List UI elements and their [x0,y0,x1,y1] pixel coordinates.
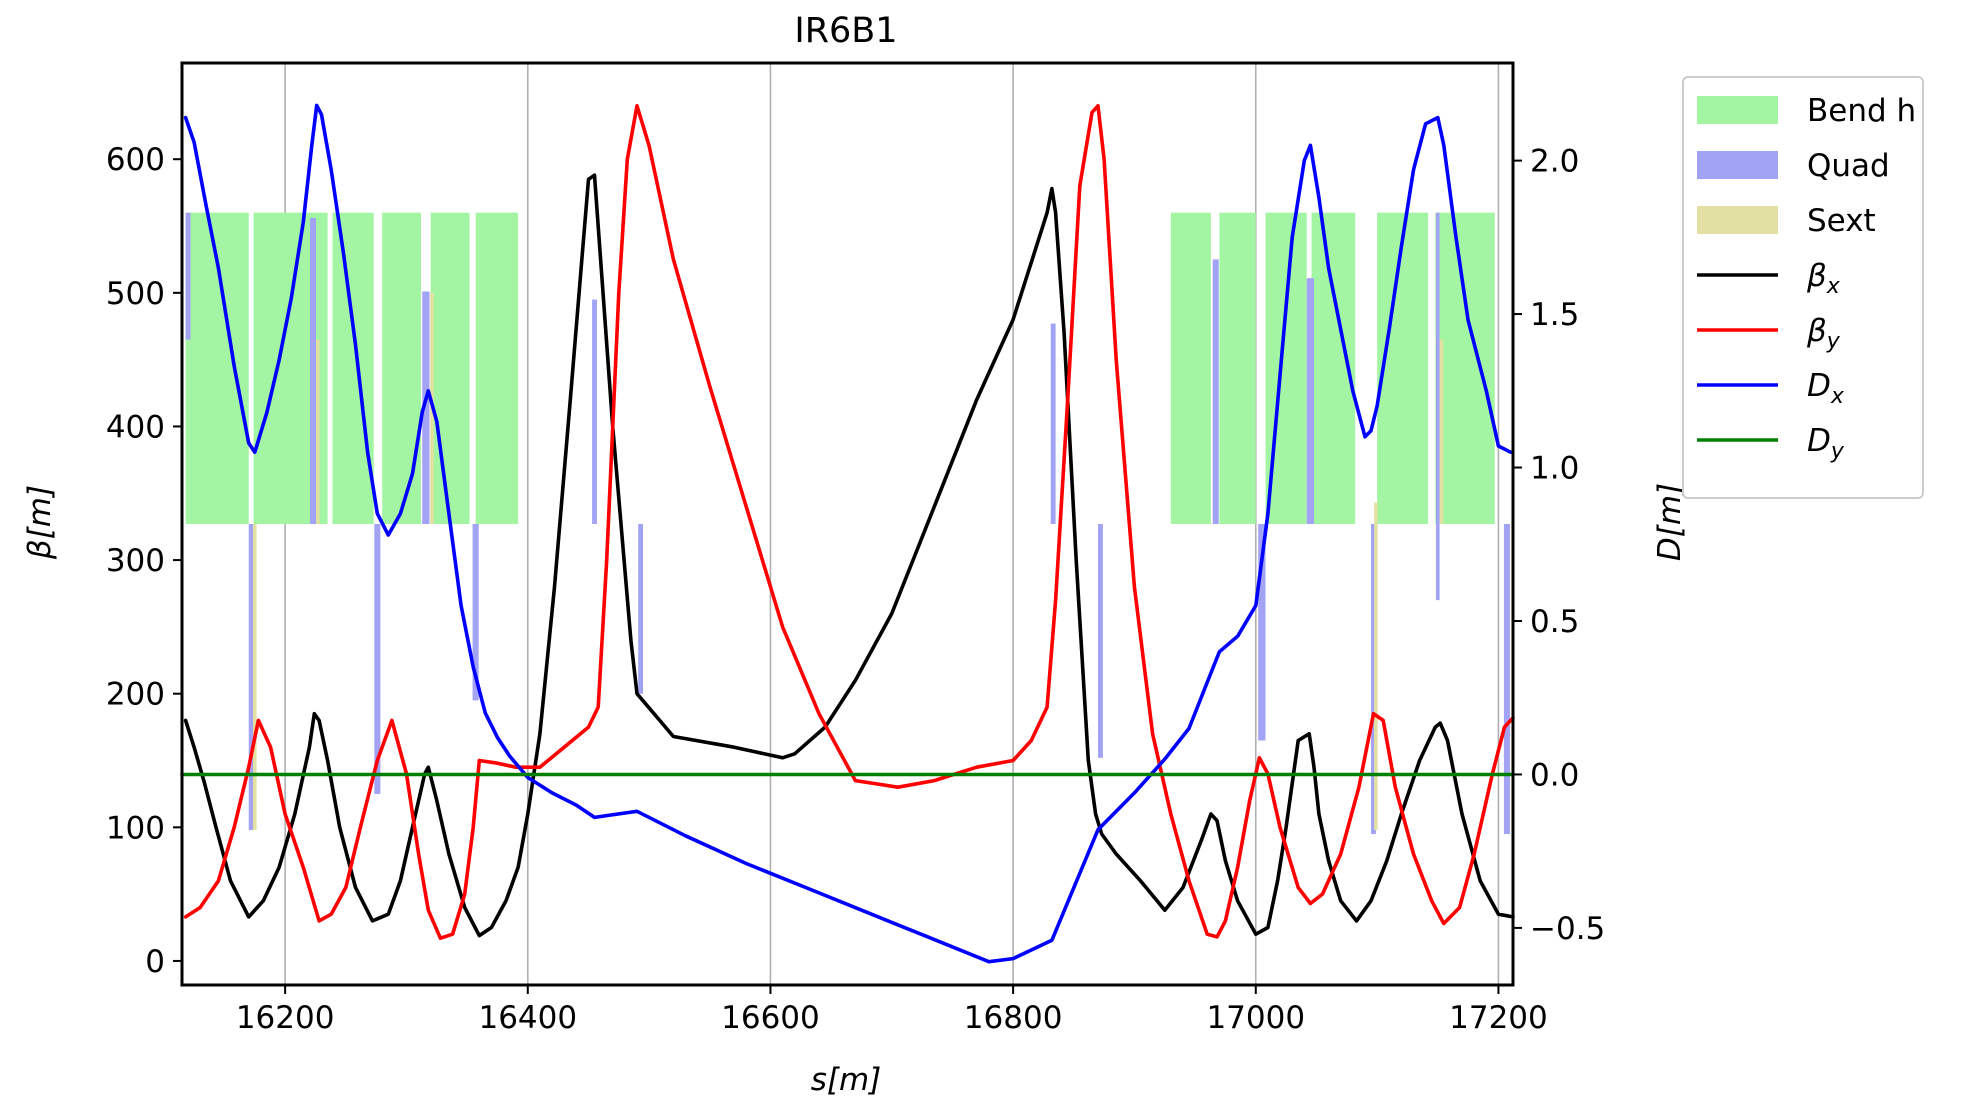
bend-elements [185,212,1495,525]
sext-block [316,339,320,524]
x-axis-ticks: 16200 16400 16600 16800 17000 17200 [236,985,1548,1036]
y-left-tick-label: 200 [106,677,165,713]
quad-block [472,524,479,701]
bend-block [430,212,470,525]
legend-swatch-quad [1697,151,1778,179]
y-axis-left-ticks: 0 100 200 300 400 500 600 [106,142,182,980]
quad-block [185,212,191,340]
chart-title: IR6B1 [794,11,897,51]
quad-block [1371,524,1376,835]
y-right-tick-label: 0.5 [1530,604,1579,640]
legend-swatch-bend [1697,96,1778,124]
series-line-beta-x [183,173,1515,938]
bend-block [475,212,519,525]
quad-block [1503,524,1510,835]
y-right-tick-label: 0.0 [1530,757,1579,793]
quad-block [1435,212,1440,601]
legend-label: Bend h [1807,93,1916,129]
legend-entry-quad: Quad [1697,148,1890,184]
bend-block [332,212,374,525]
quad-block [1098,524,1103,758]
bend-block [1170,212,1211,525]
y-axis-right-label: D[m] [1652,483,1688,561]
y-axis-right-ticks: −0.5 0.0 0.5 1.0 1.5 2.0 [1513,144,1605,947]
legend-box [1682,76,1924,499]
quad-block [592,299,597,524]
y-left-tick-label: 400 [106,409,165,445]
series-line-D-x [183,103,1513,964]
y-axis-left-label: β[m] [22,485,58,560]
legend-label: Sext [1807,203,1876,239]
quad-block [248,524,254,830]
bend-block [1219,212,1256,525]
legend-entry-bend: Bend h [1697,93,1916,129]
quad-block [638,524,644,694]
legend-label: βy [1806,313,1841,354]
quad-block [1258,524,1266,741]
quad-block [1306,278,1315,524]
quad-block [310,218,317,524]
legend-entry-beta-y: βy [1697,313,1841,354]
sext-block [1374,502,1378,830]
quad-block [1212,259,1219,524]
y-right-tick-label: 1.5 [1530,297,1579,333]
y-left-tick-label: 500 [106,276,165,312]
y-right-tick-label: −0.5 [1530,911,1605,947]
sext-block [252,524,257,830]
series-line-beta-y [183,104,1515,941]
y-left-tick-label: 100 [106,810,165,846]
legend-entry-sext: Sext [1697,203,1876,239]
legend-swatch-sext [1697,206,1778,234]
x-tick-label: 17000 [1206,1000,1305,1036]
quad-elements [185,212,1510,835]
y-left-tick-label: 600 [106,142,165,178]
y-left-tick-label: 0 [145,944,165,980]
quad-block [1050,323,1056,524]
y-right-tick-label: 2.0 [1530,144,1579,180]
y-right-tick-label: 1.0 [1530,451,1579,487]
x-tick-label: 17200 [1449,1000,1548,1036]
x-tick-label: 16200 [236,1000,335,1036]
legend-label: Quad [1807,148,1890,184]
plot-frame [180,61,1515,987]
bend-block [1435,212,1495,525]
legend-label: βx [1806,258,1841,299]
bend-block [1377,212,1429,525]
x-tick-label: 16800 [964,1000,1063,1036]
y-left-tick-label: 300 [106,543,165,579]
x-tick-label: 16600 [721,1000,820,1036]
bend-block [382,212,422,525]
series-lines [180,103,1515,964]
quad-block [422,291,430,524]
x-tick-label: 16400 [478,1000,577,1036]
quad-block [374,524,381,794]
x-axis-label: s[m] [811,1062,882,1098]
sext-block [1439,339,1444,524]
legend-entry-beta-x: βx [1697,258,1841,299]
